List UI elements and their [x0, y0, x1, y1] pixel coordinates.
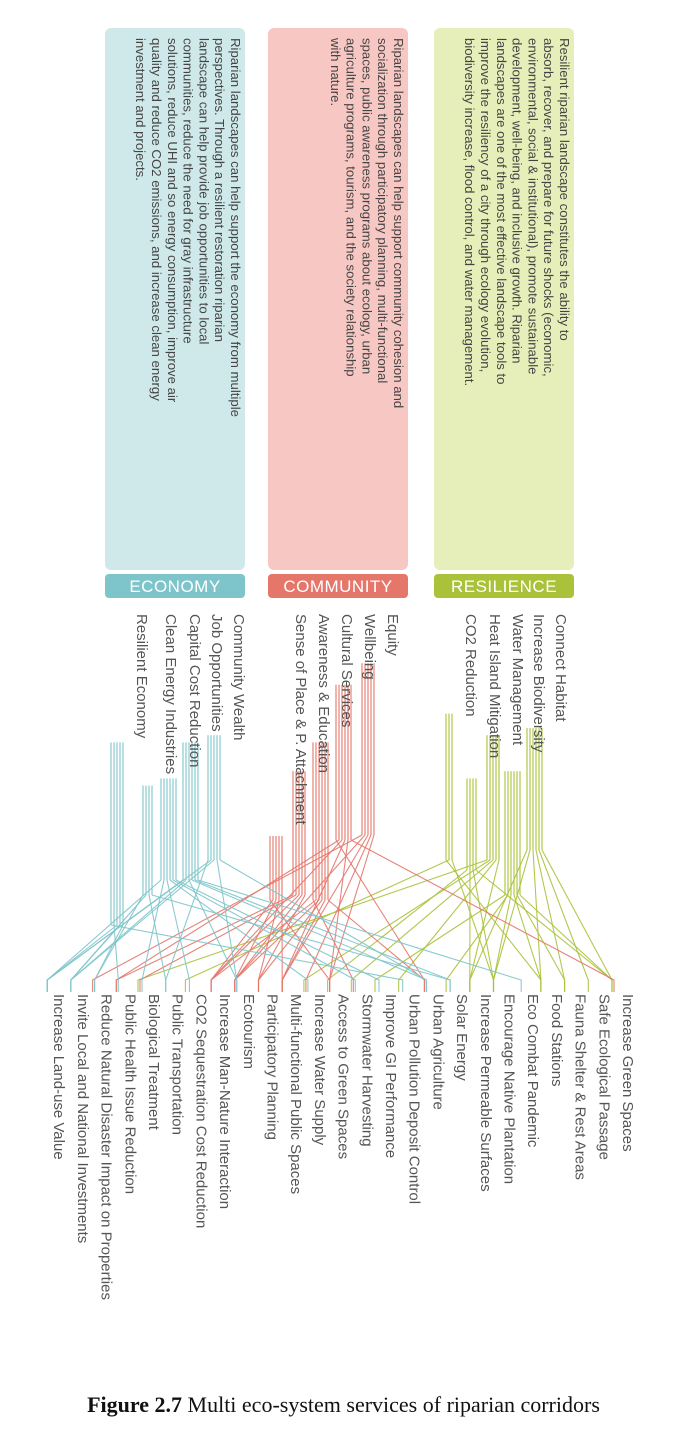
- service-label: Increase Biodiversity: [530, 614, 547, 753]
- figure-caption-text: Multi eco-system services of riparian co…: [188, 1392, 600, 1417]
- strategy-label: Increase Land-use Value: [50, 994, 67, 1160]
- strategy-label: CO2 Sequestration Cost Reduction: [192, 994, 209, 1228]
- strategy-labels: Increase Green Spaces Safe Ecological Pas…: [50, 994, 636, 1300]
- strategy-label: Increase Man-Nature Interaction: [216, 994, 233, 1209]
- service-label: Heat Island Mitigation: [486, 614, 503, 758]
- figure-caption-label: Figure 2.7: [87, 1392, 182, 1417]
- strategy-label: Access to Green Spaces: [335, 994, 352, 1159]
- connection-line: [152, 895, 450, 992]
- figure-caption: Figure 2.7 Multi eco-system services of …: [0, 1392, 687, 1418]
- strategy-label: Multi-functional Public Spaces: [287, 994, 304, 1194]
- strategy-label: Reduce Natural Disaster Impact on Proper…: [98, 994, 115, 1300]
- eco-services-diagram: Resilient riparian landscape constitutes…: [0, 0, 687, 1380]
- service-label: Capital Cost Reduction: [186, 614, 203, 767]
- service-label: Sense of Place & P. Attachment: [292, 614, 309, 826]
- strategy-label: Urban Agriculture: [429, 994, 446, 1110]
- service-label: Wellbeing: [361, 614, 378, 680]
- strategy-label: Stormwater Harvesting: [358, 994, 375, 1147]
- strategy-label: Increase Permeable Surfaces: [477, 994, 494, 1192]
- strategy-label: Solar Energy: [453, 994, 470, 1081]
- service-label: Job Opportunities: [208, 614, 225, 732]
- strategy-label: Increase Green Spaces: [619, 994, 636, 1152]
- service-label: Clean Energy Industries: [162, 614, 179, 774]
- service-label: Resilient Economy: [133, 614, 150, 739]
- service-label: Equity: [384, 614, 401, 656]
- strategy-label: Food Stations: [548, 994, 565, 1087]
- strategy-label: Ecotourism: [240, 994, 257, 1069]
- service-label: CO2 Reduction: [462, 614, 479, 717]
- service-label: Cultural Services: [338, 614, 355, 727]
- strategy-label: Encourage Native Plantation: [501, 994, 518, 1184]
- connection-line: [176, 880, 379, 992]
- connection-line: [494, 850, 531, 992]
- resilience-description: Resilient riparian landscape constitutes…: [462, 38, 572, 386]
- resilience-tag: RESILIENCE: [451, 577, 557, 596]
- strategy-label: Eco Combat Pandemic: [524, 994, 541, 1148]
- strategy-label: Improve GI Performance: [382, 994, 399, 1158]
- service-label: Community Wealth: [230, 614, 247, 740]
- strategy-label: Biological Treatment: [145, 994, 162, 1131]
- connection-line: [351, 840, 614, 992]
- strategy-label: Urban Pollution Deposit Control: [406, 994, 423, 1204]
- strategy-label: Public Transportation: [169, 994, 186, 1135]
- service-label: Water Management: [509, 614, 526, 746]
- strategy-label: Safe Ecological Passage: [595, 994, 612, 1160]
- category-panels: Resilient riparian landscape constitutes…: [105, 28, 574, 598]
- service-label: Connect Habitat: [552, 614, 569, 722]
- service-label: Awareness & Education: [315, 614, 332, 773]
- connection-line: [494, 895, 512, 992]
- connection-line: [539, 850, 588, 992]
- strategy-label: Increase Water Supply: [311, 994, 328, 1146]
- economy-tag: ECONOMY: [129, 577, 220, 596]
- community-tag: COMMUNITY: [283, 577, 392, 596]
- strategy-label: Public Health Issue Reduction: [121, 994, 138, 1194]
- connection-line: [95, 895, 143, 992]
- strategy-label: Participatory Planning: [264, 994, 281, 1140]
- strategy-label: Fauna Shelter & Rest Areas: [572, 994, 589, 1180]
- strategy-label: Invite Local and National Investments: [74, 994, 91, 1243]
